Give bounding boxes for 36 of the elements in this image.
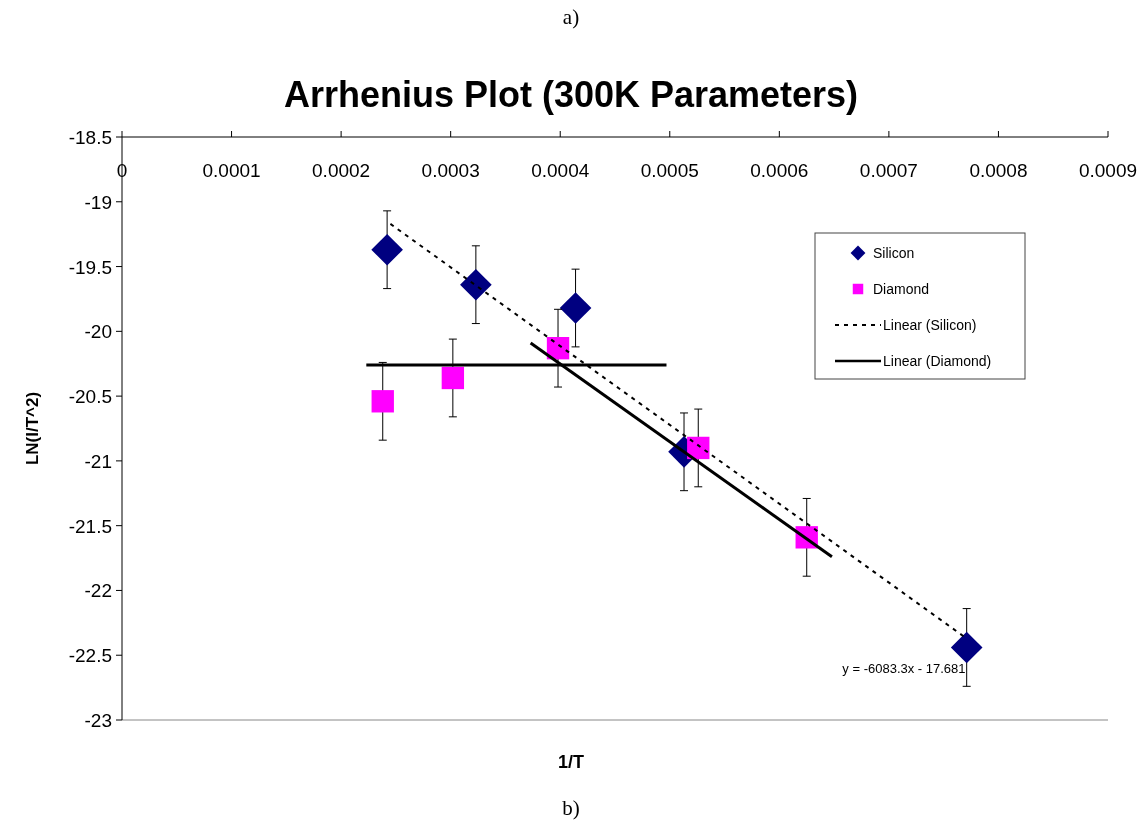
y-tick-label: -19.5: [68, 256, 112, 278]
y-tick-label: -20.5: [68, 386, 112, 408]
y-tick-label: -20: [84, 321, 112, 343]
x-tick-label: 0.0005: [640, 160, 699, 181]
x-tick-label: 0.0004: [531, 160, 590, 181]
y-tick-label: -19: [84, 191, 112, 213]
point: [950, 631, 983, 664]
x-tick-label: 0.0002: [312, 160, 371, 181]
point: [559, 292, 592, 324]
text: b): [562, 796, 580, 820]
point: [460, 268, 492, 301]
text: a): [562, 5, 580, 29]
y-tick-label: -22: [84, 580, 112, 602]
y-tick-label: -18.5: [68, 127, 112, 148]
y-tick-label: -22.5: [68, 645, 112, 667]
point: [371, 390, 394, 413]
y-tick-label: -21: [84, 450, 112, 472]
y-tick-label: -21.5: [68, 515, 112, 537]
y-axis-title: LN(I/T^2): [23, 391, 42, 466]
x-tick-label: 0.0006: [750, 160, 809, 181]
legend-label: Linear (Diamond): [883, 353, 992, 369]
x-tick-label: 0.0003: [421, 160, 480, 181]
point: [441, 366, 465, 390]
x-tick-label: 0.0008: [969, 160, 1028, 181]
legend-label: Diamond: [873, 281, 930, 297]
legend-label: Linear (Silicon): [883, 317, 977, 333]
x-tick-label: 0.0001: [202, 160, 261, 181]
x-tick-label: 0.0007: [859, 160, 918, 181]
chart-title: Arrhenius Plot (300K Parameters): [283, 74, 859, 115]
x-tick-label: 0: [116, 160, 128, 181]
y-tick-label: -23: [84, 710, 112, 731]
legend-label: Silicon: [873, 245, 915, 261]
point: [371, 233, 403, 266]
annotation: y = -6083.3x - 17.681: [842, 661, 966, 677]
x-axis-title: 1/T: [557, 752, 585, 772]
x-tick-label: 0.0009: [1078, 160, 1138, 181]
